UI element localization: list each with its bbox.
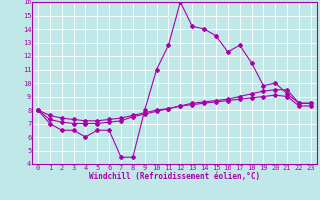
X-axis label: Windchill (Refroidissement éolien,°C): Windchill (Refroidissement éolien,°C): [89, 172, 260, 181]
